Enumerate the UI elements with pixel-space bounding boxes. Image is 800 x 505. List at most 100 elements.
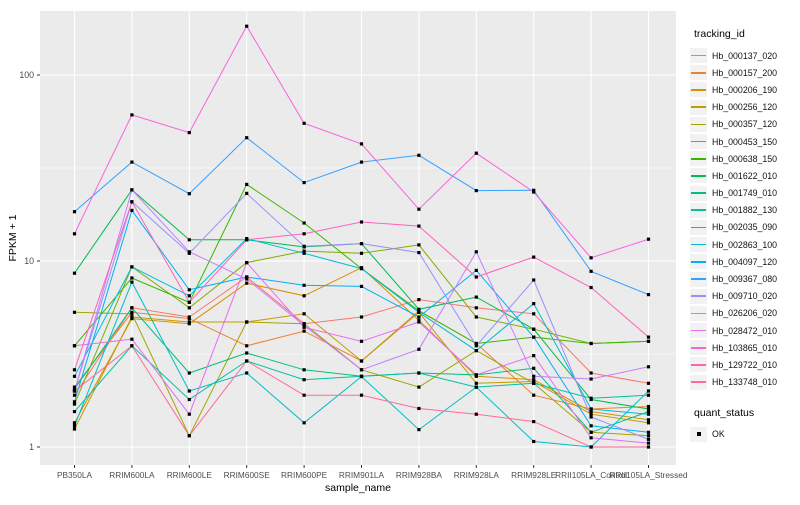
data-point xyxy=(417,243,421,247)
data-point xyxy=(359,220,364,224)
data-point xyxy=(302,251,306,255)
data-point xyxy=(302,393,306,397)
data-point xyxy=(359,368,364,372)
data-point xyxy=(187,294,191,298)
data-point xyxy=(589,412,593,416)
data-point xyxy=(589,341,593,346)
legend-key-line xyxy=(690,185,707,201)
data-point xyxy=(646,407,651,411)
legend-item-Hb_000453_150: Hb_000453_150 xyxy=(690,133,800,150)
data-point xyxy=(646,381,651,385)
data-point xyxy=(130,208,134,212)
data-point xyxy=(72,402,77,406)
data-point xyxy=(532,393,536,397)
data-point xyxy=(532,335,536,339)
data-point xyxy=(130,280,134,284)
data-point xyxy=(646,445,651,449)
x-tick-label: RRIM600PE xyxy=(281,470,328,480)
data-point xyxy=(187,288,191,292)
legend-item-Hb_026206_020: Hb_026206_020 xyxy=(690,305,800,322)
data-point xyxy=(417,315,421,319)
data-point xyxy=(417,428,421,432)
data-point xyxy=(302,181,306,185)
legend-title-tracking-id: tracking_id xyxy=(694,28,745,40)
legend-item-Hb_000357_120: Hb_000357_120 xyxy=(690,116,800,133)
data-point xyxy=(417,207,421,211)
data-point xyxy=(359,267,364,271)
data-point xyxy=(72,310,77,314)
data-point xyxy=(589,256,593,260)
legend-item-Hb_001749_010: Hb_001749_010 xyxy=(690,185,800,202)
gridlines-minor xyxy=(40,167,676,355)
data-point xyxy=(589,410,593,414)
y-tick-label: 10 xyxy=(24,256,34,266)
data-point xyxy=(72,344,77,348)
data-point xyxy=(646,418,651,422)
legend-key-line xyxy=(690,254,707,270)
data-point xyxy=(130,337,134,341)
legend-key-line xyxy=(690,65,707,81)
data-point xyxy=(187,300,191,304)
data-point xyxy=(187,306,191,310)
data-point xyxy=(532,381,536,385)
y-axis-tick-labels: 1 10 100 xyxy=(19,70,34,452)
data-point xyxy=(302,312,306,316)
data-point xyxy=(646,365,651,369)
data-point xyxy=(187,371,191,375)
legend-title-quant-status: quant_status xyxy=(694,406,755,419)
data-point xyxy=(302,368,306,372)
data-point xyxy=(417,347,421,351)
data-point xyxy=(245,277,249,281)
legend-key-line xyxy=(690,116,707,132)
data-point xyxy=(474,189,478,193)
data-point xyxy=(359,315,364,319)
gridlines-major xyxy=(40,11,676,465)
x-tick-label: PB350LA xyxy=(57,470,93,480)
data-point xyxy=(532,312,536,316)
data-point xyxy=(474,295,478,299)
legend-key-point xyxy=(690,426,707,442)
legend-key-line xyxy=(690,219,707,235)
data-point xyxy=(302,322,306,326)
data-point xyxy=(646,441,651,445)
data-point xyxy=(72,410,77,414)
data-point xyxy=(245,275,249,279)
data-point xyxy=(646,430,651,434)
x-tick-label: RRIM901LA xyxy=(339,470,385,480)
data-point xyxy=(359,251,364,255)
legend-item-Hb_002863_100: Hb_002863_100 xyxy=(690,236,800,253)
legend-item-label: Hb_002863_100 xyxy=(712,239,778,250)
data-point xyxy=(417,310,421,314)
data-point xyxy=(589,436,593,440)
legend-shape-items: OK xyxy=(690,426,800,443)
data-point xyxy=(72,393,77,397)
data-point xyxy=(302,323,306,328)
legend-item-label: Hb_026206_020 xyxy=(712,308,778,319)
data-point xyxy=(130,344,134,348)
data-point xyxy=(302,325,306,329)
data-point xyxy=(302,244,306,248)
legend-item-Hb_000137_020: Hb_000137_020 xyxy=(690,47,800,64)
legend-key-line xyxy=(690,134,707,150)
legend-key-line xyxy=(690,323,707,339)
legend-item-Hb_001882_130: Hb_001882_130 xyxy=(690,202,800,219)
legend-item-label: Hb_001749_010 xyxy=(712,188,778,199)
data-point xyxy=(646,410,651,414)
legend-key-line xyxy=(690,357,707,373)
data-point xyxy=(187,238,191,242)
data-point xyxy=(417,224,421,228)
data-point xyxy=(130,113,134,117)
data-point xyxy=(359,375,364,379)
data-point xyxy=(359,242,364,246)
legend-item-Hb_129722_010: Hb_129722_010 xyxy=(690,356,800,373)
y-tick-label: 100 xyxy=(19,70,34,80)
legend-key-line xyxy=(690,305,707,321)
data-point xyxy=(72,232,77,236)
data-point xyxy=(532,278,536,282)
data-point xyxy=(359,339,364,343)
data-point xyxy=(72,400,77,404)
legend-item-Hb_028472_010: Hb_028472_010 xyxy=(690,322,800,339)
legend-item-label: Hb_009367_080 xyxy=(712,274,778,285)
legend-key-line xyxy=(690,340,707,356)
